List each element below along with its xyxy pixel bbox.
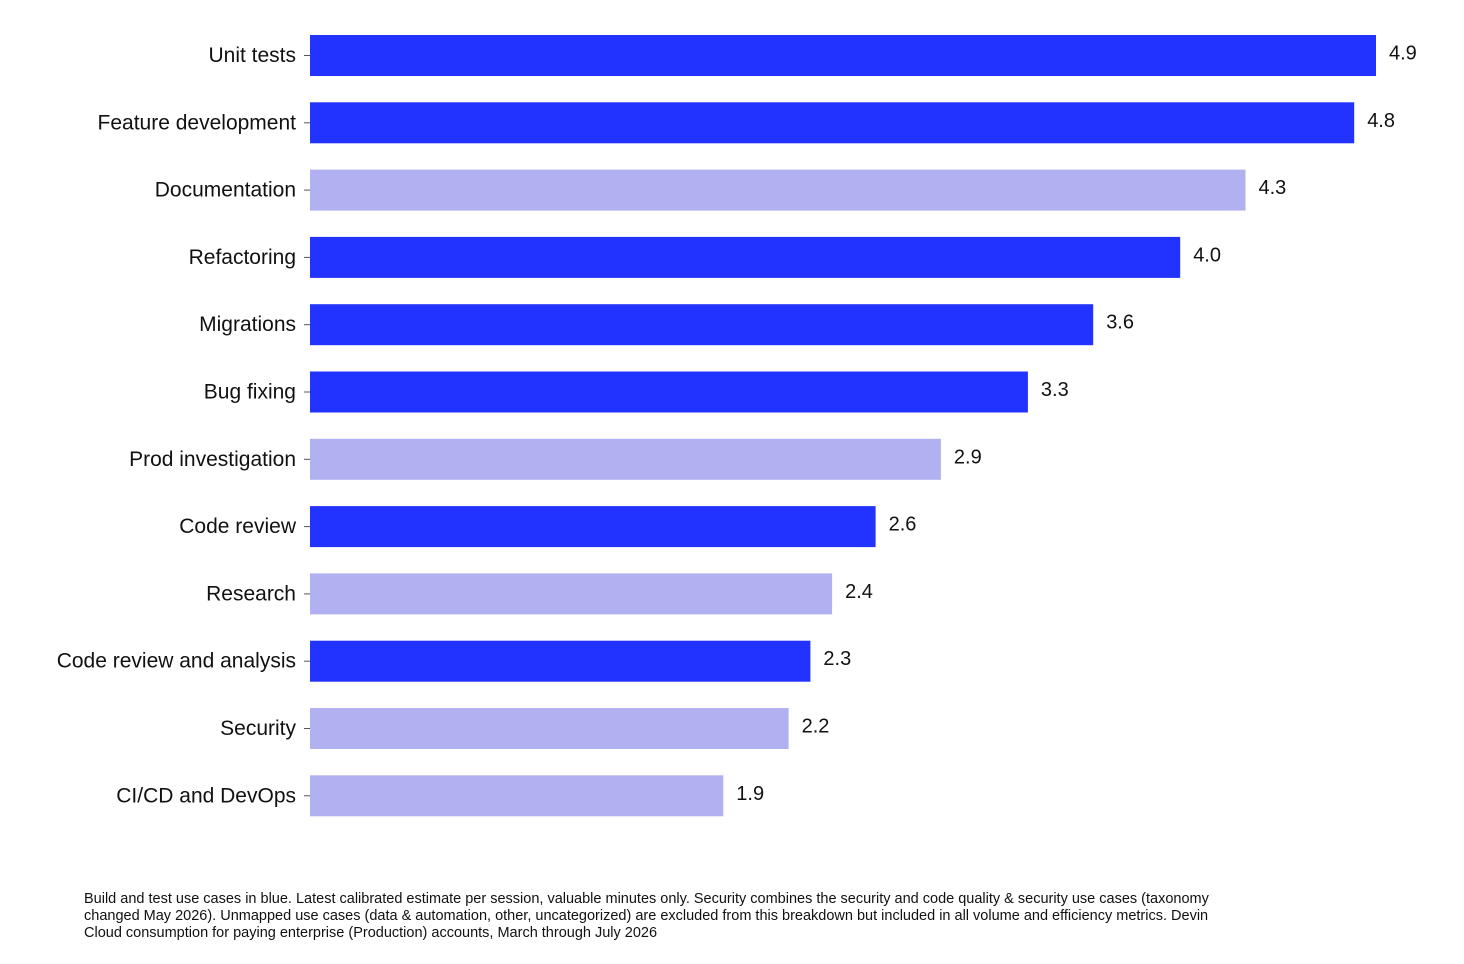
value-label: 2.9 bbox=[954, 446, 982, 468]
bar bbox=[310, 169, 1246, 211]
bar bbox=[310, 438, 941, 480]
bar bbox=[310, 35, 1376, 76]
bar bbox=[310, 506, 876, 548]
bar bbox=[310, 640, 811, 682]
category-label: Documentation bbox=[155, 179, 296, 202]
y-axis-tick-labels: Unit tests Feature development Documentati… bbox=[57, 44, 297, 807]
category-label: Bug fixing bbox=[204, 381, 296, 404]
chart-footnote: Build and test use cases in blue. Latest… bbox=[84, 891, 1209, 941]
category-label: Unit tests bbox=[208, 44, 296, 67]
value-label: 4.0 bbox=[1193, 244, 1221, 266]
bar bbox=[310, 775, 724, 817]
bar-value-labels: 4.9 4.8 4.3 4.0 3.6 3.3 2.9 2.6 2.4 2.3 2.2 1.9 bbox=[736, 43, 1417, 805]
category-label: Research bbox=[206, 582, 296, 605]
value-label: 4.8 bbox=[1367, 110, 1395, 132]
value-label: 4.3 bbox=[1259, 177, 1287, 199]
value-label: 2.2 bbox=[802, 716, 830, 738]
bar bbox=[310, 102, 1355, 144]
bar bbox=[310, 371, 1028, 413]
bar-chart: Unit tests Feature development Documentati… bbox=[57, 35, 1417, 817]
category-label: Prod investigation bbox=[129, 448, 296, 471]
y-axis-ticks bbox=[304, 55, 310, 797]
bar bbox=[310, 236, 1181, 278]
bar bbox=[310, 304, 1094, 346]
bars-group bbox=[310, 35, 1376, 817]
value-label: 3.3 bbox=[1041, 379, 1069, 401]
bar bbox=[310, 708, 789, 749]
category-label: Migrations bbox=[199, 313, 296, 336]
value-label: 3.6 bbox=[1106, 312, 1134, 334]
category-label: Code review bbox=[179, 515, 297, 538]
value-label: 2.3 bbox=[823, 648, 851, 670]
value-label: 4.9 bbox=[1389, 43, 1417, 65]
category-label: Code review and analysis bbox=[57, 650, 296, 673]
value-label: 2.4 bbox=[845, 581, 873, 603]
category-label: Refactoring bbox=[189, 246, 296, 269]
category-label: Feature development bbox=[98, 111, 297, 134]
value-label: 2.6 bbox=[889, 514, 917, 536]
value-label: 1.9 bbox=[736, 783, 764, 805]
category-label: CI/CD and DevOps bbox=[116, 784, 296, 807]
bar bbox=[310, 573, 833, 615]
category-label: Security bbox=[220, 717, 296, 740]
